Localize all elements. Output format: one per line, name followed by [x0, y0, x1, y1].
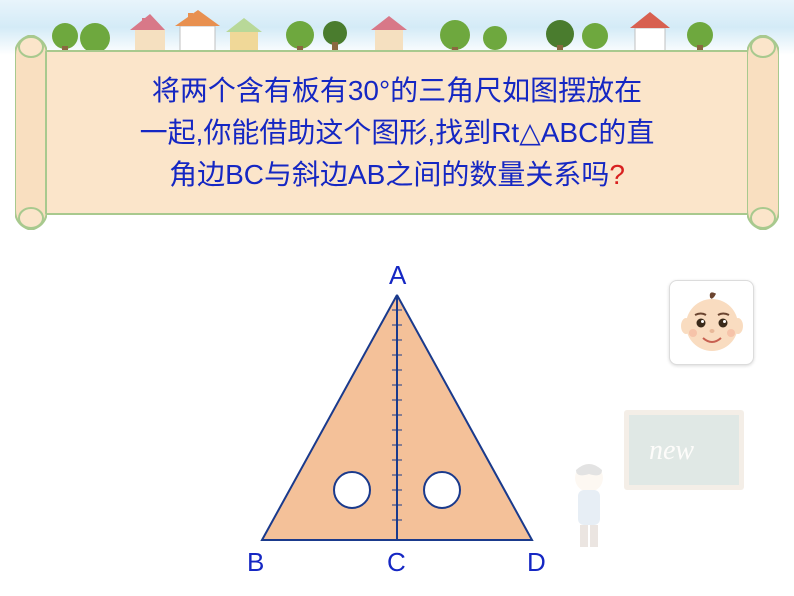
vertex-b-label: B [247, 547, 264, 578]
scroll-body: 将两个含有板有30°的三角尺如图摆放在 一起,你能借助这个图形,找到Rt△ABC… [45, 50, 749, 215]
question-text: 将两个含有板有30°的三角尺如图摆放在 一起,你能借助这个图形,找到Rt△ABC… [140, 70, 655, 196]
vertex-c-label: C [387, 547, 406, 578]
scroll-panel: 将两个含有板有30°的三角尺如图摆放在 一起,你能借助这个图形,找到Rt△ABC… [20, 45, 774, 230]
scroll-left-cap [15, 35, 47, 230]
vertex-d-label: D [527, 547, 546, 578]
chalkboard-icon: new [624, 410, 744, 490]
question-line3: 角边BC与斜边AB之间的数量关系吗 [169, 159, 609, 190]
student-figure [564, 460, 614, 550]
scroll-right-cap [747, 35, 779, 230]
vertex-a-label: A [389, 260, 406, 291]
svg-text:new: new [649, 435, 694, 466]
question-line1: 将两个含有板有30°的三角尺如图摆放在 [152, 75, 642, 106]
question-line2: 一起,你能借助这个图形,找到Rt△ABC的直 [140, 117, 655, 148]
question-mark: ? [609, 159, 625, 190]
cartoon-face [669, 280, 754, 365]
triangle-diagram: A B C D [232, 265, 562, 575]
